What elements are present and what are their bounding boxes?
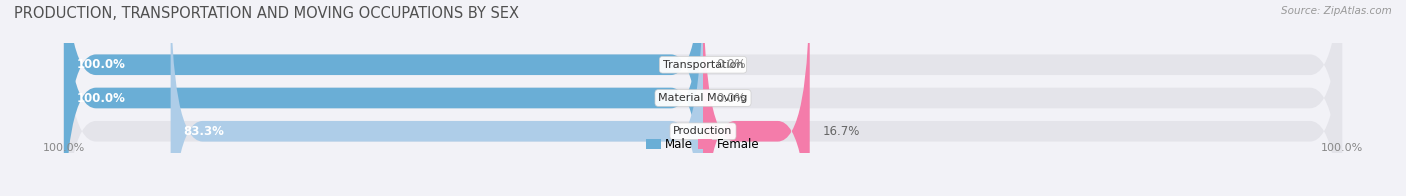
Text: 0.0%: 0.0% xyxy=(716,58,745,71)
FancyBboxPatch shape xyxy=(63,0,1343,196)
Text: PRODUCTION, TRANSPORTATION AND MOVING OCCUPATIONS BY SEX: PRODUCTION, TRANSPORTATION AND MOVING OC… xyxy=(14,6,519,21)
Text: Transportation: Transportation xyxy=(662,60,744,70)
Text: 0.0%: 0.0% xyxy=(716,92,745,104)
Legend: Male, Female: Male, Female xyxy=(641,133,765,156)
FancyBboxPatch shape xyxy=(63,0,1343,196)
FancyBboxPatch shape xyxy=(63,0,703,196)
Text: Production: Production xyxy=(673,126,733,136)
FancyBboxPatch shape xyxy=(63,0,703,196)
Text: 16.7%: 16.7% xyxy=(823,125,860,138)
Text: 100.0%: 100.0% xyxy=(77,58,125,71)
Text: Material Moving: Material Moving xyxy=(658,93,748,103)
Text: Source: ZipAtlas.com: Source: ZipAtlas.com xyxy=(1281,6,1392,16)
Text: 83.3%: 83.3% xyxy=(183,125,225,138)
FancyBboxPatch shape xyxy=(703,0,810,196)
Text: 100.0%: 100.0% xyxy=(42,143,84,153)
FancyBboxPatch shape xyxy=(63,0,1343,196)
Text: 100.0%: 100.0% xyxy=(1322,143,1364,153)
FancyBboxPatch shape xyxy=(170,0,703,196)
Text: 100.0%: 100.0% xyxy=(77,92,125,104)
